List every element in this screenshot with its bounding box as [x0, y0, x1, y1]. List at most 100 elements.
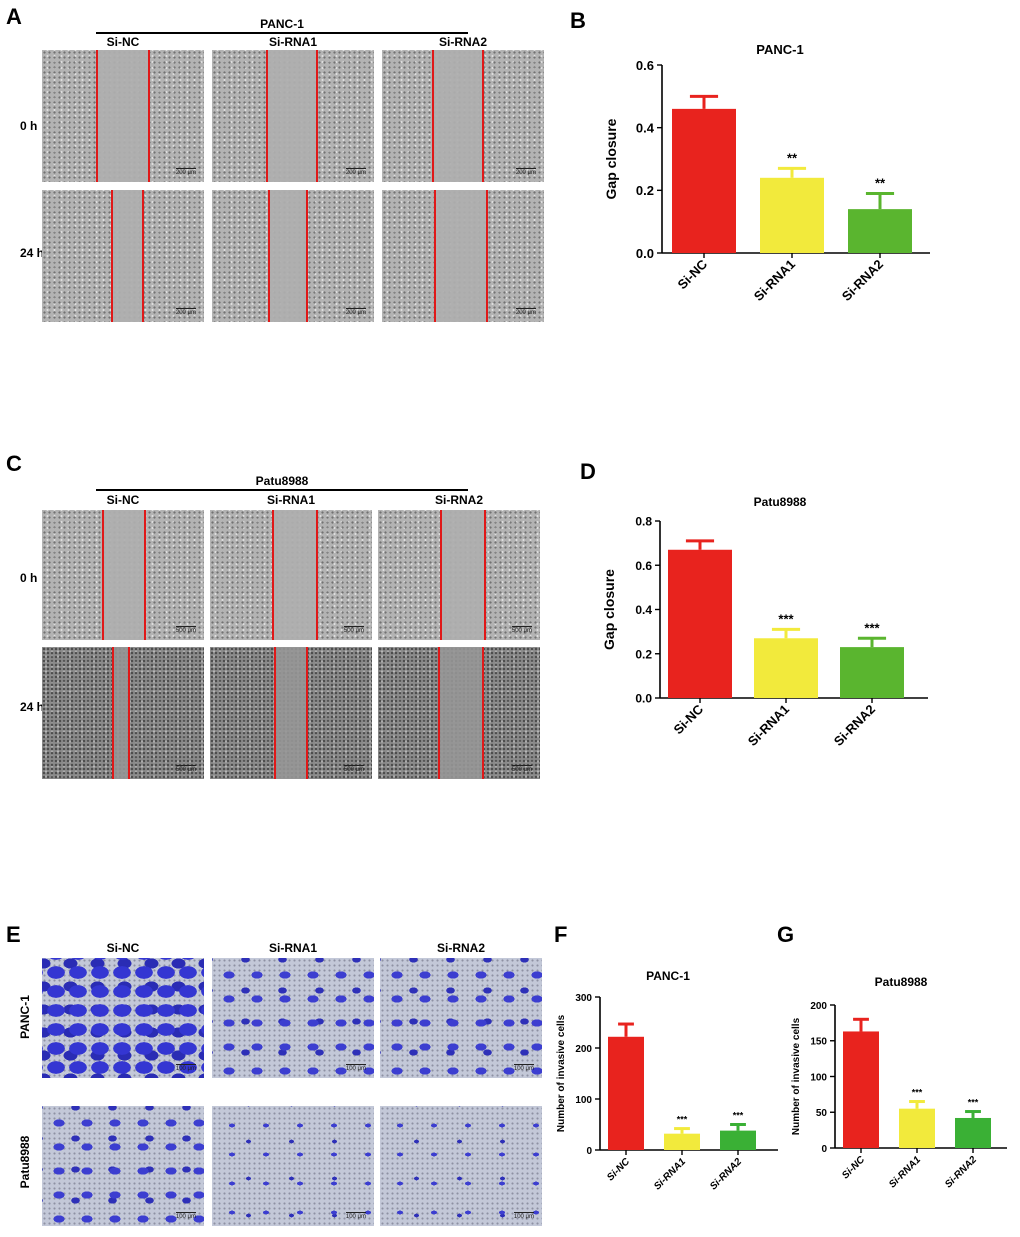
panel-label-g: G	[777, 922, 795, 947]
y-tick-label: 0.8	[635, 515, 652, 529]
micrograph-panc1-sinc-24h: 200 μm	[42, 190, 204, 322]
bar-si-rna2	[955, 1117, 991, 1148]
panel-a-col-header: Si-NC	[106, 35, 140, 49]
panel-c-col-header: Si-RNA2	[434, 493, 483, 507]
scale-bar: 200 μm	[345, 308, 366, 316]
chart-title: Patu8988	[754, 495, 807, 509]
panel-a-title: PANC-1	[260, 17, 304, 31]
y-axis-label: Gap closure	[601, 569, 617, 650]
micrograph-panc1-sirna1-24h: 200 μm	[212, 190, 374, 322]
y-tick-label: 150	[810, 1037, 827, 1048]
y-tick-label: 200	[575, 1044, 592, 1055]
transwell-panc1-sirna1: 100 μm	[212, 958, 374, 1078]
bar-si-rna1	[754, 638, 818, 698]
significance-marker: **	[875, 175, 886, 190]
scale-bar: 100 μm	[175, 1212, 196, 1220]
micrograph-patu-sirna2-0h: 500 μm	[378, 510, 540, 640]
transwell-patu-sirna1: 100 μm	[212, 1106, 374, 1226]
panel-a-header-line	[96, 32, 468, 34]
micrograph-patu-sirna1-0h: 500 μm	[210, 510, 372, 640]
scale-bar: 500 μm	[343, 765, 364, 773]
y-axis-label: Number of invasive cells	[556, 1014, 567, 1132]
y-tick-label: 200	[810, 1001, 827, 1012]
scale-bar: 100 μm	[345, 1064, 366, 1072]
chart-title: PANC-1	[646, 969, 690, 983]
scale-bar: 200 μm	[515, 168, 536, 176]
significance-marker: ***	[968, 1098, 979, 1108]
scale-bar: 100 μm	[345, 1212, 366, 1220]
x-tick-label: Si-NC	[674, 256, 710, 292]
y-tick-label: 100	[810, 1072, 827, 1083]
panel-a-row-label: 24 h	[20, 246, 45, 260]
y-tick-label: 300	[575, 993, 592, 1004]
micrograph-panc1-sirna1-0h: 200 μm	[212, 50, 374, 182]
scale-bar: 500 μm	[511, 626, 532, 634]
scale-bar: 200 μm	[515, 308, 536, 316]
panel-a-col-header: Si-RNA2	[438, 35, 487, 49]
scale-bar: 500 μm	[511, 765, 532, 773]
transwell-panc1-sinc: 100 μm	[42, 958, 204, 1078]
micrograph-patu-sinc-24h: 500 μm	[42, 647, 204, 779]
panel-c-header-line	[96, 489, 468, 491]
scale-bar: 500 μm	[175, 765, 196, 773]
panel-c-row-label: 0 h	[20, 571, 38, 585]
x-tick-label: Si-RNA1	[751, 257, 798, 304]
bar-si-nc	[672, 108, 736, 253]
scale-bar: 200 μm	[345, 168, 366, 176]
panel-c-title: Patu8988	[255, 474, 309, 488]
chart-g: Patu8988 0 50 100 150 200 Number of invasive c…	[791, 975, 1007, 1190]
significance-marker: **	[787, 150, 798, 165]
x-tick-label: Si-RNA1	[745, 702, 792, 749]
y-tick-label: 0.2	[635, 647, 652, 661]
significance-marker: ***	[733, 1111, 744, 1121]
x-tick-label: Si-RNA2	[839, 257, 886, 304]
panel-label-c: C	[6, 451, 22, 476]
panel-label-a: A	[6, 4, 22, 29]
scale-bar: 200 μm	[175, 168, 196, 176]
y-tick-label: 0.4	[635, 603, 652, 617]
bar-si-nc	[668, 549, 732, 698]
micrograph-panc1-sirna2-0h: 200 μm	[382, 50, 544, 182]
bar-si-nc	[608, 1036, 644, 1150]
scale-bar: 100 μm	[175, 1064, 196, 1072]
y-tick-label: 0.0	[635, 692, 652, 706]
scale-bar: 100 μm	[513, 1212, 534, 1220]
panel-c-col-header: Si-NC	[106, 493, 140, 507]
chart-title: Patu8988	[875, 975, 928, 989]
micrograph-patu-sirna2-24h: 500 μm	[378, 647, 540, 779]
micrograph-patu-sinc-0h: 500 μm	[42, 510, 204, 640]
y-tick-label: 0.6	[635, 559, 652, 573]
bar-si-rna1	[760, 177, 824, 253]
micrograph-patu-sirna1-24h: 500 μm	[210, 647, 372, 779]
micrograph-panc1-sinc-0h: 200 μm	[42, 50, 204, 182]
y-tick-label: 100	[575, 1095, 592, 1106]
panel-e-col-header: Si-NC	[106, 941, 140, 955]
significance-marker: ***	[778, 611, 794, 626]
bar-si-rna1	[899, 1108, 935, 1148]
panel-e-col-header: Si-RNA2	[436, 941, 485, 955]
panel-e-row-label: Patu8988	[18, 1135, 32, 1189]
bar-si-rna2	[720, 1130, 756, 1150]
scale-bar: 200 μm	[175, 308, 196, 316]
transwell-patu-sinc: 100 μm	[42, 1106, 204, 1226]
bar-si-rna2	[840, 647, 904, 698]
panel-label-d: D	[580, 459, 596, 484]
y-tick-label: 0.6	[636, 58, 654, 73]
bar-si-nc	[843, 1031, 879, 1148]
transwell-patu-sirna2: 100 μm	[380, 1106, 542, 1226]
x-tick-label: Si-NC	[670, 701, 706, 737]
y-axis-label: Number of invasive cells	[791, 1017, 802, 1135]
x-tick-label: Si-RNA1	[652, 1156, 688, 1190]
significance-marker: ***	[864, 620, 880, 635]
y-axis-label: Gap closure	[603, 118, 619, 199]
chart-f: PANC-1 0 100 200 300 Number of invasive cells…	[556, 969, 778, 1190]
y-tick-label: 0	[821, 1144, 827, 1155]
transwell-panc1-sirna2: 100 μm	[380, 958, 542, 1078]
x-tick-label: Si-NC	[840, 1154, 868, 1182]
x-tick-label: Si-RNA1	[887, 1154, 923, 1190]
scale-bar: 500 μm	[175, 626, 196, 634]
x-tick-label: Si-RNA2	[831, 702, 878, 749]
significance-marker: ***	[677, 1115, 688, 1125]
panel-a-row-label: 0 h	[20, 119, 38, 133]
scale-bar: 100 μm	[513, 1064, 534, 1072]
